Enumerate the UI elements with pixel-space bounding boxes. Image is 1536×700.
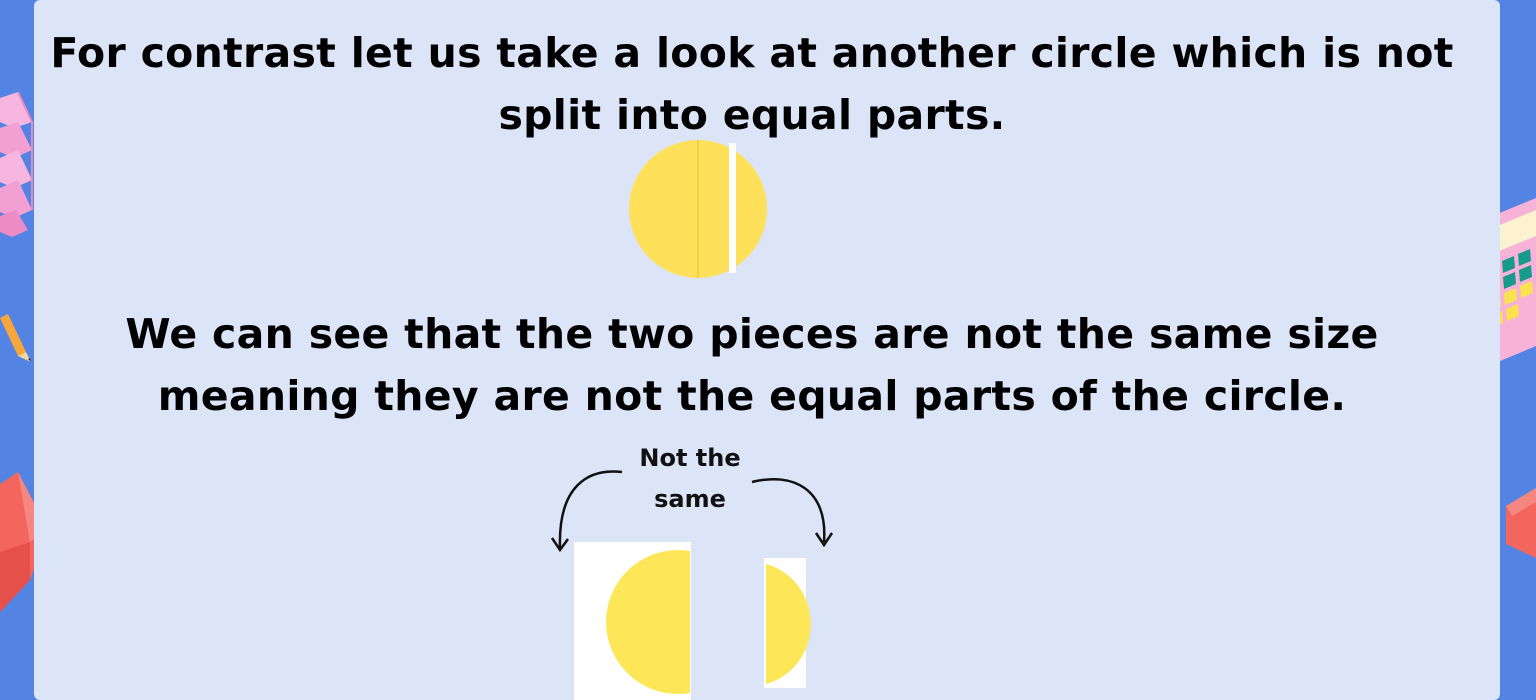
pink-blocks-icon [0, 91, 33, 237]
explanation-line-2: meaning they are not the equal parts of … [157, 372, 1347, 420]
not-the-same-label: Not the same [620, 438, 760, 520]
pencil-icon [0, 314, 31, 362]
smaller-piece [764, 558, 811, 688]
explanation-heading: We can see that the two pieces are not t… [34, 303, 1470, 427]
larger-piece [574, 542, 691, 700]
intro-line-2: split into equal parts. [498, 91, 1006, 139]
callout-line-1: Not the [639, 444, 741, 472]
left-curved-arrow-icon [550, 470, 623, 553]
intro-heading: For contrast let us take a look at anoth… [34, 22, 1470, 146]
intro-line-1: For contrast let us take a look at anoth… [50, 29, 1454, 77]
unequal-split-circle [629, 140, 767, 278]
red-cube-icon [1506, 488, 1536, 558]
explanation-line-1: We can see that the two pieces are not t… [125, 310, 1379, 358]
right-curved-arrow-icon [751, 477, 834, 548]
callout-line-2: same [654, 485, 726, 513]
